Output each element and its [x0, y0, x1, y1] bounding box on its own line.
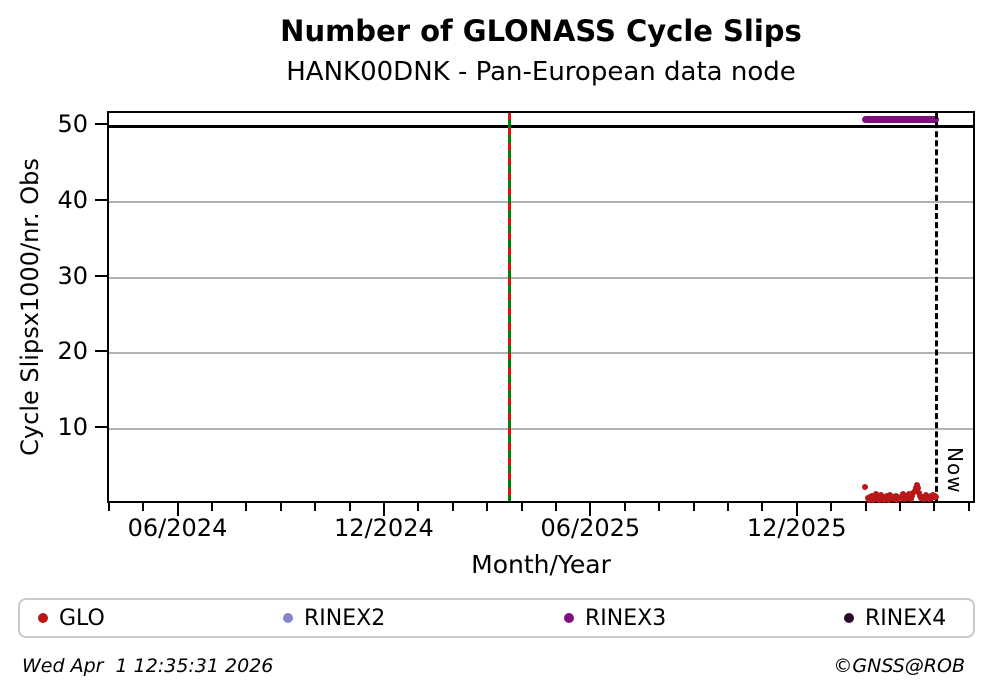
x-tick [245, 503, 248, 511]
now-line [934, 113, 938, 501]
glo-point [909, 492, 916, 499]
legend: GLO RINEX2 RINEX3 RINEX4 [18, 598, 975, 638]
legend-label-rinex3: RINEX3 [585, 605, 667, 631]
glo-point [905, 490, 912, 497]
legend-item-rinex2: RINEX2 [283, 600, 385, 636]
x-tick [348, 503, 351, 511]
y-tick [95, 198, 107, 201]
legend-marker-rinex4 [844, 613, 854, 623]
x-tick [486, 503, 489, 511]
x-tick [967, 503, 970, 511]
x-tick [107, 503, 110, 511]
glo-point [878, 492, 885, 499]
y-tick-label: 30 [57, 261, 88, 290]
glo-point [895, 494, 902, 501]
antenna-change-dashes [508, 113, 512, 501]
x-tick [451, 503, 454, 511]
glo-point [911, 487, 918, 494]
x-tick [726, 503, 729, 511]
y-tick [95, 123, 107, 125]
x-tick [658, 503, 661, 511]
glo-point [913, 481, 920, 488]
y-tick-label: 20 [57, 337, 88, 366]
x-tick [554, 503, 557, 511]
x-tick [142, 503, 145, 511]
x-tick [692, 503, 695, 511]
legend-item-glo: GLO [38, 600, 105, 636]
x-tick [623, 503, 626, 511]
y-gridline [109, 352, 973, 355]
rinex3-version-band [862, 116, 940, 124]
x-tick [279, 503, 282, 511]
chart-title: Number of GLONASS Cycle Slips [280, 14, 802, 48]
x-tick-label: 06/2024 [127, 514, 228, 542]
threshold-line-50 [109, 124, 973, 128]
y-tick [95, 274, 107, 277]
x-axis-label: Month/Year [471, 550, 611, 579]
x-tick [864, 503, 867, 511]
chart-subtitle: HANK00DNK - Pan-European data node [286, 57, 796, 87]
now-label: Now [942, 447, 967, 494]
y-tick-label: 40 [57, 185, 88, 214]
x-tick-label: 06/2025 [540, 514, 641, 542]
glo-point [862, 483, 869, 490]
x-tick [314, 503, 317, 511]
glo-point [914, 485, 921, 492]
copyright-label: ©GNSS@ROB [833, 655, 965, 677]
y-gridline [109, 276, 973, 279]
y-tick [95, 426, 107, 429]
x-tick [933, 503, 936, 511]
y-tick-label: 10 [57, 413, 88, 442]
x-tick [520, 503, 523, 511]
x-tick [589, 503, 592, 516]
x-tick-label: 12/2024 [334, 514, 434, 542]
legend-label-glo: GLO [59, 605, 105, 631]
glo-point [900, 491, 907, 498]
legend-label-rinex4: RINEX4 [865, 605, 947, 631]
x-tick [761, 503, 764, 511]
glo-point [870, 497, 877, 504]
glo-point [916, 489, 923, 496]
x-tick [417, 503, 420, 511]
glo-point [933, 494, 940, 501]
x-tick [898, 503, 901, 511]
y-gridline [109, 428, 973, 431]
legend-label-rinex2: RINEX2 [304, 605, 386, 631]
x-tick [176, 503, 179, 516]
glo-point [908, 495, 915, 502]
x-tick-label: 12/2025 [746, 514, 847, 542]
plot-timestamp: Wed Apr 1 12:35:31 2026 [22, 655, 274, 677]
x-tick [830, 503, 833, 511]
legend-marker-rinex2 [283, 613, 293, 623]
x-tick [210, 503, 213, 511]
legend-marker-glo [38, 613, 48, 623]
plot-area: Now [107, 111, 975, 504]
x-tick [795, 503, 798, 516]
y-tick-label: 50 [57, 110, 88, 138]
legend-marker-rinex3 [564, 613, 574, 623]
y-gridline [109, 200, 973, 203]
y-tick [95, 350, 107, 353]
legend-item-rinex4: RINEX4 [844, 600, 946, 636]
legend-item-rinex3: RINEX3 [564, 600, 666, 636]
x-tick [382, 503, 385, 516]
